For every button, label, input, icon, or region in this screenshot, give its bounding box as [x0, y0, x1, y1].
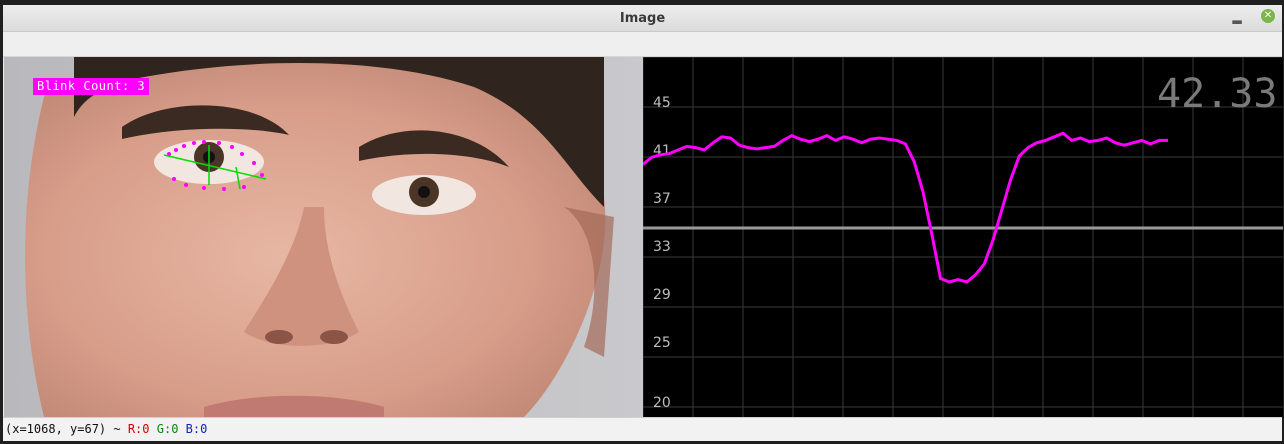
current-value-readout: 42.33	[1157, 71, 1277, 117]
status-bar: (x=1068, y=67) ~ R:0 G:0 B:0	[3, 417, 1282, 441]
y-tick-label: 25	[653, 335, 671, 351]
y-tick-label: 33	[653, 239, 671, 255]
face-photo	[4, 57, 643, 417]
eye-landmarks	[163, 140, 267, 191]
green-value: G:0	[156, 422, 179, 436]
window-title: Image	[619, 11, 666, 26]
y-tick-label: 20	[653, 395, 671, 411]
y-tick-label: 29	[653, 287, 671, 303]
close-icon[interactable]: ✕	[1261, 9, 1275, 23]
image-window: Image ▂ ✕	[3, 5, 1283, 441]
cursor-coords: (x=1068, y=67) ~	[5, 422, 121, 436]
y-tick-label: 45	[653, 95, 671, 111]
ear-series-line	[643, 131, 1168, 284]
image-canvas[interactable]: Blink Count: 3 45 41 37 33 29 25 20 42.33	[4, 57, 1283, 417]
title-bar[interactable]: Image ▂ ✕	[3, 5, 1282, 32]
minimize-icon[interactable]: ▂	[1232, 10, 1242, 24]
toolbar	[3, 32, 1282, 57]
red-value: R:0	[127, 422, 150, 436]
blink-count-label: Blink Count: 3	[33, 78, 150, 95]
blue-value: B:0	[185, 422, 208, 436]
y-tick-label: 37	[653, 191, 671, 207]
